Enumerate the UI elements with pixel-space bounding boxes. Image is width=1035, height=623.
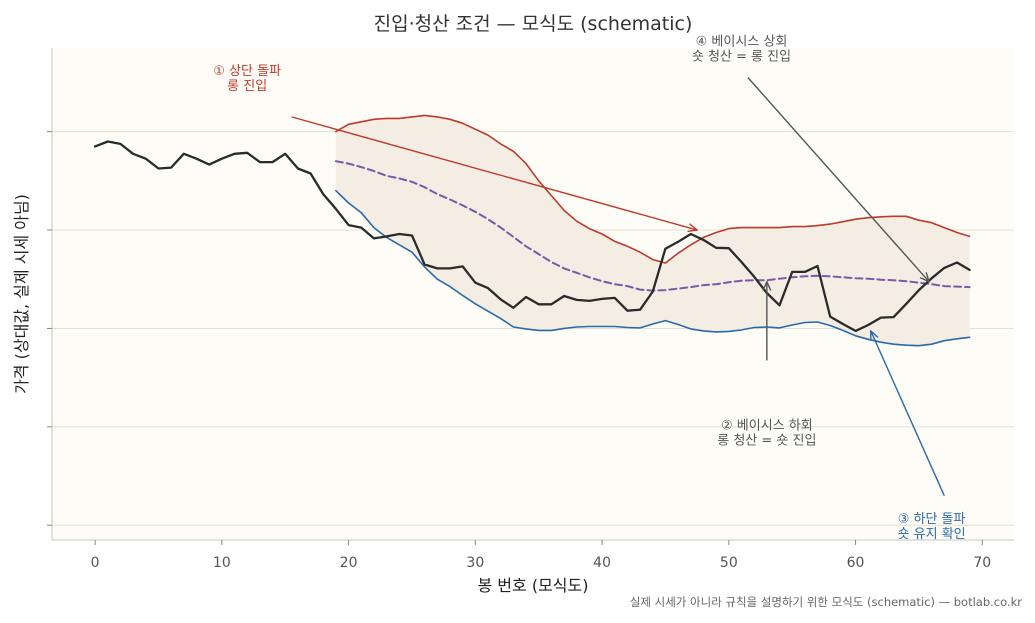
x-tick-label-20: 20 (340, 555, 358, 571)
y-ticks (47, 131, 52, 526)
x-tick-label-50: 50 (720, 555, 738, 571)
annotation-text-lower-breakout-1: 숏 유지 확인 (898, 527, 966, 542)
annotation-text-basis-down-1: 롱 청산 = 숏 진입 (717, 433, 816, 448)
lower-band-line (335, 189, 971, 347)
x-tick-label-30: 30 (466, 555, 484, 571)
annotation-arrow-upper-breakout (291, 116, 698, 230)
annotation-text-upper-breakout-0: ① 상단 돌파 (213, 64, 281, 79)
annotations: ① 상단 돌파롱 진입② 베이시스 하회롱 청산 = 숏 진입③ 하단 돌파숏 … (213, 35, 965, 542)
annotation-text-basis-up-1: 숏 청산 = 롱 진입 (692, 50, 791, 65)
x-tick-label-10: 10 (213, 555, 231, 571)
x-ticks: 0 10 20 30 40 50 60 70 (91, 540, 991, 571)
x-tick-label-0: 0 (91, 555, 100, 571)
chart-title: 진입·청산 조건 — 모식도 (schematic) (374, 13, 693, 35)
x-tick-label-60: 60 (847, 555, 865, 571)
annotation-text-lower-breakout-0: ③ 하단 돌파 (898, 512, 966, 527)
annotation-arrow-basis-up (747, 77, 929, 282)
x-axis-label: 봉 번호 (모식도) (478, 576, 589, 595)
footer-note: 실제 시세가 아니라 규칙을 설명하기 위한 모식도 (schematic) —… (630, 595, 1022, 609)
x-tick-label-40: 40 (593, 555, 611, 571)
annotation-text-basis-down-0: ② 베이시스 하회 (721, 418, 813, 433)
price-line (93, 140, 971, 333)
y-axis-label: 가격 (상대값, 실제 시세 아님) (12, 194, 31, 394)
series-layer (93, 114, 971, 347)
upper-band-line (335, 114, 971, 264)
annotation-arrow-lower-breakout (871, 331, 945, 497)
annotation-text-upper-breakout-1: 롱 진입 (227, 79, 267, 94)
x-tick-label-70: 70 (973, 555, 991, 571)
annotation-text-basis-up-0: ④ 베이시스 상회 (696, 35, 788, 50)
